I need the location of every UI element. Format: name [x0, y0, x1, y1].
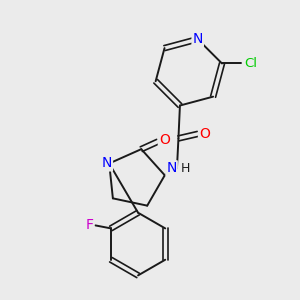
- Text: N: N: [193, 32, 203, 46]
- Text: Cl: Cl: [244, 57, 257, 70]
- Text: O: O: [199, 127, 210, 141]
- Text: F: F: [85, 218, 93, 233]
- Text: N: N: [167, 161, 177, 175]
- Text: H: H: [181, 162, 190, 175]
- Text: O: O: [159, 133, 170, 147]
- Text: N: N: [102, 156, 112, 170]
